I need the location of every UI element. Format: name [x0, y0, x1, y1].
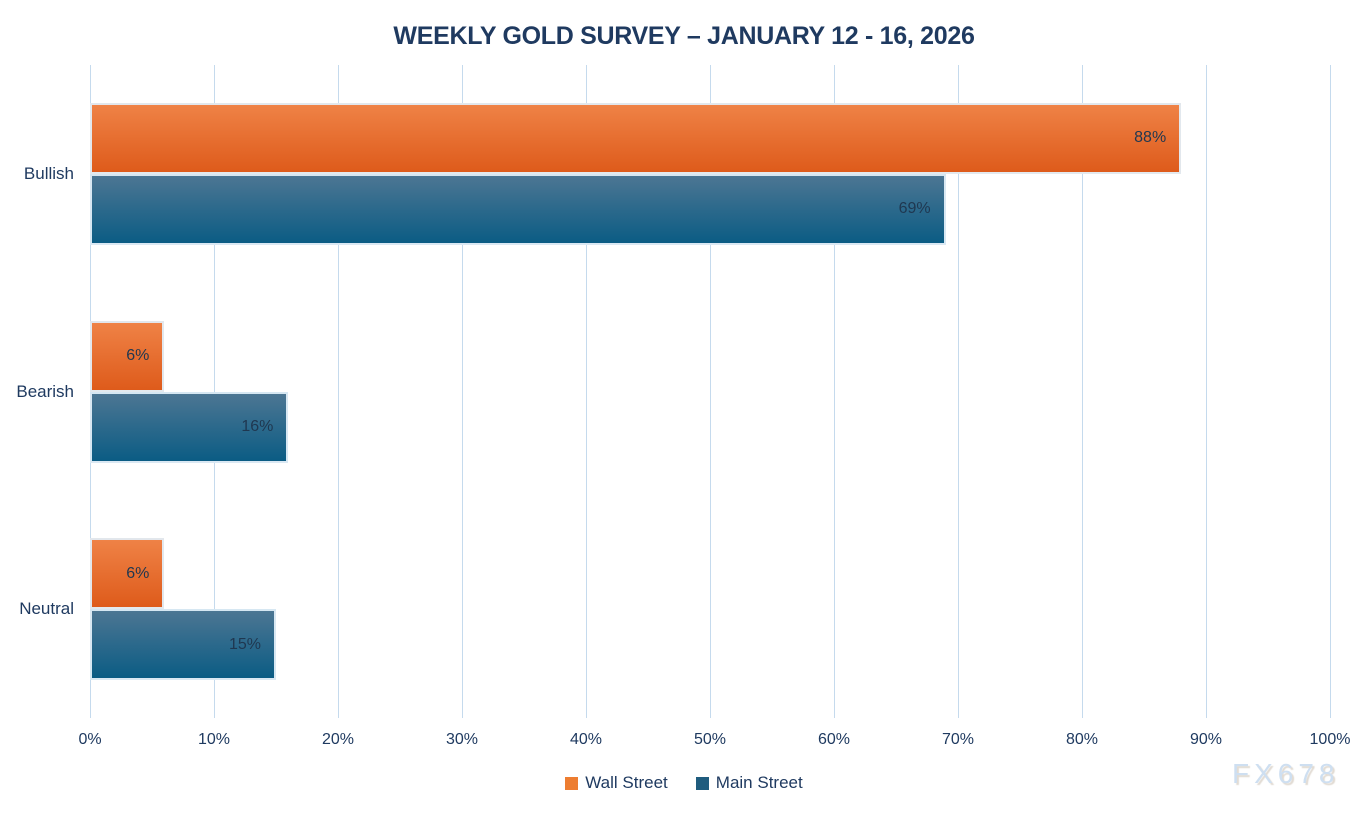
gridline	[462, 65, 463, 718]
legend-label-wall-street: Wall Street	[585, 773, 668, 792]
legend-label-main-street: Main Street	[715, 773, 803, 792]
gridline	[338, 65, 339, 718]
category-label-bearish: Bearish	[16, 381, 74, 401]
x-tick-label: 0%	[78, 731, 102, 748]
category-label-bullish: Bullish	[23, 163, 74, 183]
legend: Wall Street Main Street	[0, 773, 1368, 793]
x-tick-label: 30%	[445, 731, 479, 748]
watermark: FX678	[1232, 758, 1340, 789]
bar-main-street-bearish: 16%	[90, 391, 289, 463]
gridline	[1082, 65, 1083, 718]
bar-value-label: 6%	[126, 564, 150, 582]
x-tick-label: 10%	[197, 731, 231, 748]
legend-item-wall-street: Wall Street	[565, 773, 668, 793]
bar-value-label: 69%	[898, 200, 931, 218]
bar-value-label: 88%	[1134, 129, 1167, 147]
x-tick-label: 90%	[1189, 731, 1223, 748]
gridline	[834, 65, 835, 718]
bar-main-street-neutral: 15%	[90, 609, 276, 681]
x-tick-label: 40%	[569, 731, 603, 748]
x-tick-label: 80%	[1065, 731, 1099, 748]
bar-value-label: 6%	[126, 347, 150, 364]
x-tick-label: 50%	[693, 731, 727, 748]
category-label-neutral: Neutral	[19, 599, 74, 619]
chart-title: WEEKLY GOLD SURVEY – JANUARY 12 - 16, 20…	[393, 22, 975, 50]
legend-swatch-wall-street	[565, 776, 579, 790]
x-tick-label: 100%	[1309, 731, 1351, 748]
x-tick-label: 70%	[941, 731, 975, 748]
gridline	[958, 65, 959, 718]
gridline	[1206, 65, 1207, 718]
legend-item-main-street: Main Street	[695, 773, 803, 793]
bar-value-label: 15%	[228, 635, 261, 653]
plot-area: 88% 69% 6% 16% 6% 15%	[90, 65, 1331, 718]
bar-wall-street-bullish: 88%	[90, 102, 1182, 174]
bar-wall-street-bearish: 6%	[90, 320, 165, 392]
gridline	[586, 65, 587, 718]
bar-value-label: 16%	[241, 418, 274, 435]
bar-main-street-bullish: 69%	[90, 173, 946, 245]
x-tick-label: 60%	[817, 731, 851, 748]
x-tick-label: 20%	[321, 731, 355, 748]
bar-wall-street-neutral: 6%	[90, 538, 165, 610]
gridline	[710, 65, 711, 718]
gridline	[1330, 65, 1331, 718]
legend-swatch-main-street	[695, 776, 709, 790]
